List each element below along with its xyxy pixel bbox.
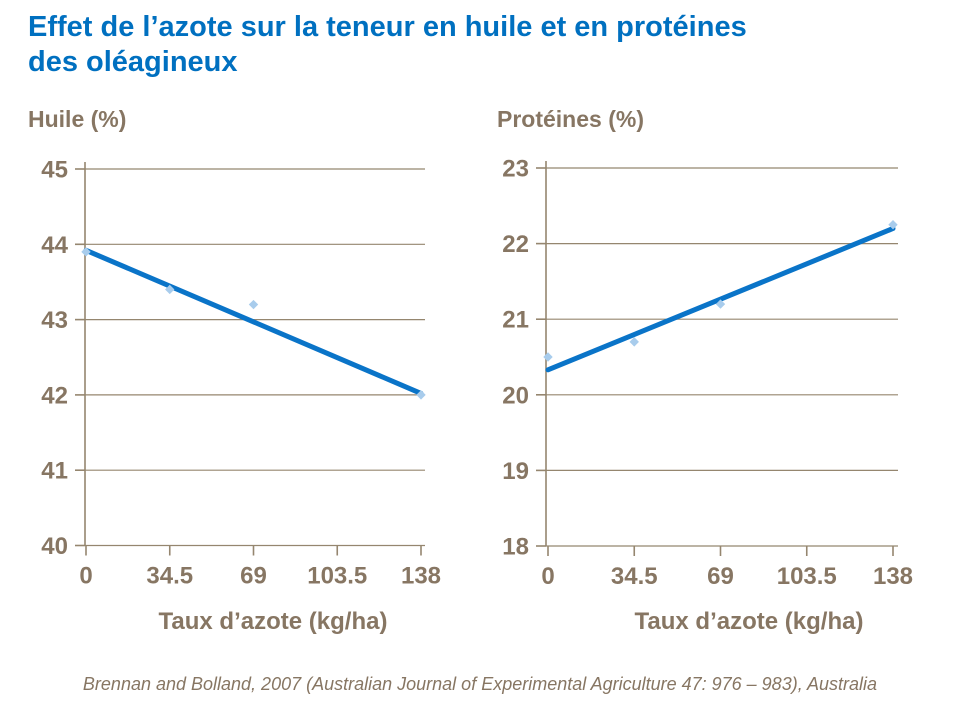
source-citation: Brennan and Bolland, 2007 (Australian Jo…	[82, 674, 878, 694]
y-tick-label: 44	[41, 232, 68, 259]
chart-title-huile: Huile (%)	[28, 106, 127, 132]
y-tick-label: 22	[502, 231, 529, 258]
y-tick-label: 42	[41, 382, 68, 409]
trend-line	[83, 247, 424, 396]
data-point-marker	[629, 337, 639, 347]
x-axis-label-huile: Taux d’azote (kg/ha)	[158, 608, 388, 635]
y-tick-label: 41	[41, 458, 68, 485]
y-tick-label: 20	[502, 382, 529, 409]
x-tick-label: 34.5	[146, 563, 193, 590]
x-tick-label: 34.5	[611, 563, 658, 590]
x-tick-label: 0	[79, 563, 92, 590]
y-tick-label: 43	[41, 307, 68, 334]
x-tick-label: 103.5	[777, 563, 837, 590]
data-point-marker	[248, 299, 259, 310]
x-tick-label: 138	[401, 563, 441, 590]
x-tick-label: 103.5	[307, 563, 367, 590]
y-tick-label: 21	[502, 307, 529, 334]
data-point-marker	[543, 352, 553, 362]
x-tick-label: 0	[541, 563, 554, 590]
y-tick-label: 40	[41, 533, 68, 560]
data-point-marker	[416, 390, 426, 400]
y-tick-label: 45	[41, 157, 68, 184]
x-axis-label-proteines: Taux d’azote (kg/ha)	[634, 608, 864, 635]
y-tick-label: 19	[502, 458, 529, 485]
page-title-line-1: Effet de l’azote sur la teneur en huile …	[28, 11, 747, 43]
data-point-marker	[81, 247, 91, 257]
x-tick-label: 138	[873, 563, 913, 590]
x-tick-label: 69	[707, 563, 734, 590]
x-tick-label: 69	[240, 563, 267, 590]
y-tick-label: 18	[502, 534, 529, 561]
page-title: Effet de l’azote sur la teneur en huile …	[28, 10, 747, 80]
y-tick-label: 23	[502, 156, 529, 183]
data-point-marker	[888, 220, 898, 230]
page-title-line-2: des oléagineux	[28, 46, 238, 78]
data-point-marker	[715, 299, 726, 309]
data-point-marker	[165, 284, 175, 295]
chart-title-proteines: Protéines (%)	[497, 106, 644, 132]
proteines-chart-plot: 23 22 21 20 19 18 0 34.5 69 103.5 138	[502, 156, 913, 591]
huile-chart-plot: 45 44 43 42 41 40 0 34.5 69 103.5 138	[41, 157, 441, 590]
trend-line	[545, 225, 896, 373]
